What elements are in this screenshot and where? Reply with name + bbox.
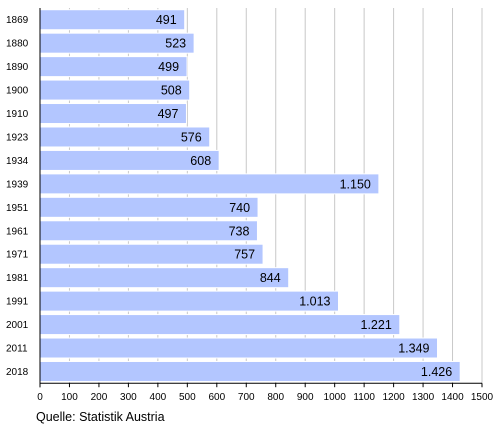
grid-lines xyxy=(68,8,483,384)
category-label: 1869 xyxy=(6,15,29,26)
category-label: 1939 xyxy=(6,179,29,190)
x-tick-label: 900 xyxy=(297,392,314,403)
x-tick-label: 400 xyxy=(150,392,167,403)
category-label: 1890 xyxy=(6,62,29,73)
bar-value-label: 1.349 xyxy=(398,342,429,356)
x-tick-label: 200 xyxy=(91,392,108,403)
bar-value-label: 757 xyxy=(234,248,255,262)
x-tick-label: 300 xyxy=(120,392,137,403)
category-label: 2011 xyxy=(6,344,28,355)
bar-value-label: 608 xyxy=(190,154,211,168)
bar xyxy=(39,337,439,359)
bar xyxy=(39,360,461,382)
category-label: 1971 xyxy=(6,250,29,261)
x-axis: 0 100 200 300 400 500 600 700 800 900 1000 1100 1200… xyxy=(37,8,494,403)
category-label: 1991 xyxy=(6,297,29,308)
x-tick-label: 800 xyxy=(267,392,284,403)
bar-value-label: 844 xyxy=(260,271,281,285)
bar xyxy=(39,267,290,289)
category-label: 1880 xyxy=(6,39,29,50)
x-tick-label: 1400 xyxy=(441,392,464,403)
bar-value-label: 1.426 xyxy=(421,365,452,379)
bar xyxy=(39,220,258,242)
bar xyxy=(39,173,380,195)
bar-value-label: 499 xyxy=(158,60,179,74)
category-label: 1961 xyxy=(6,226,29,237)
bar-value-label: 508 xyxy=(161,84,182,98)
category-label: 1900 xyxy=(6,86,29,97)
x-tick-label: 1200 xyxy=(382,392,405,403)
bar-value-label: 523 xyxy=(165,37,186,51)
bar-value-label: 1.150 xyxy=(340,177,371,191)
bar xyxy=(39,196,259,218)
category-label: 2001 xyxy=(6,320,29,331)
bar xyxy=(39,314,401,336)
category-label: 1934 xyxy=(6,156,29,167)
bar-value-label: 497 xyxy=(158,107,179,121)
category-label: 1910 xyxy=(6,109,29,120)
category-label: 1981 xyxy=(6,273,29,284)
category-label: 2018 xyxy=(6,367,29,378)
bar-value-label: 738 xyxy=(229,224,250,238)
category-labels: 1869 1880 1890 1900 1910 1923 1934 1939 1951 1961… xyxy=(6,15,29,378)
bar-value-label: 491 xyxy=(156,13,177,27)
category-label: 1923 xyxy=(6,132,29,143)
bar-value-label: 1.221 xyxy=(361,318,392,332)
x-tick-label: 600 xyxy=(208,392,225,403)
x-tick-label: 1100 xyxy=(353,392,375,403)
bar-value-label: 1.013 xyxy=(299,295,330,309)
x-tick-label: 700 xyxy=(238,392,255,403)
x-tick-label: 100 xyxy=(61,392,78,403)
x-tick-label: 500 xyxy=(179,392,196,403)
x-tick-label: 1300 xyxy=(412,392,435,403)
bar-value-label: 576 xyxy=(181,130,202,144)
bar-value-label: 740 xyxy=(229,201,250,215)
x-tick-label: 1000 xyxy=(324,392,347,403)
x-tick-label: 0 xyxy=(37,392,43,403)
source-note: Quelle: Statistik Austria xyxy=(36,410,165,424)
x-tick-label: 1500 xyxy=(471,392,494,403)
category-label: 1951 xyxy=(6,203,29,214)
bar xyxy=(39,243,264,265)
bar xyxy=(39,290,339,312)
